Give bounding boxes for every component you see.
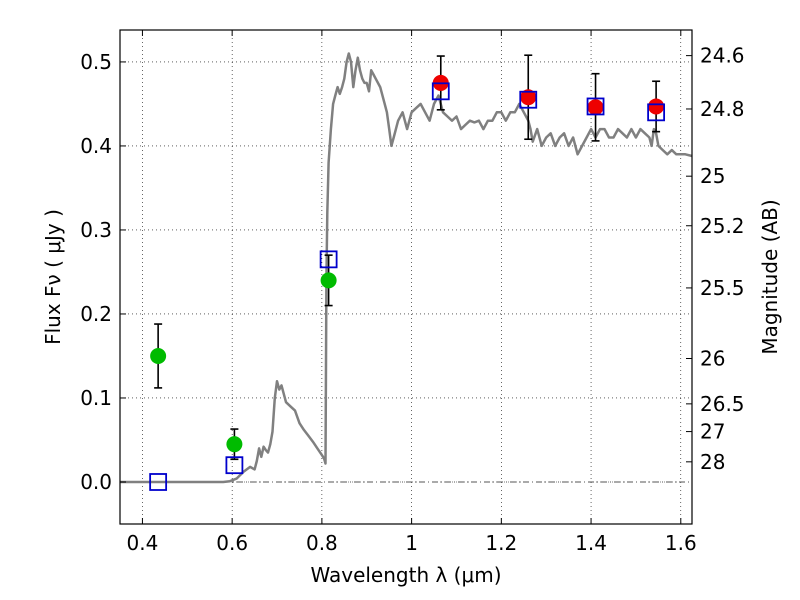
y-tick-label: 0.5 <box>80 50 112 74</box>
model-point <box>319 250 338 269</box>
y-tick-labels: 0.0 0.1 0.2 0.3 0.4 0.5 <box>80 50 112 494</box>
y-tick-label: 0.2 <box>80 302 112 326</box>
x-tick-label: 0.4 <box>127 531 159 555</box>
plot-frame <box>119 29 693 525</box>
model-point <box>149 473 168 491</box>
x-tick-label: 0.8 <box>306 531 338 555</box>
mag-tick-label: 26 <box>700 346 725 370</box>
y-tick-label: 0.1 <box>80 386 112 410</box>
points-layer <box>150 74 665 453</box>
mag-tick-label: 27 <box>700 420 725 444</box>
infrared-point <box>520 89 537 106</box>
mag-tick-label: 28 <box>700 450 725 474</box>
model-point <box>586 97 605 116</box>
optical-point <box>226 436 243 453</box>
model-point <box>519 90 538 109</box>
tick-marks <box>120 30 692 524</box>
mag-tick-label: 25.2 <box>700 214 745 238</box>
model-point <box>647 103 666 122</box>
mag-tick-label: 24.8 <box>700 97 745 121</box>
grid-lines <box>120 30 692 524</box>
model-point <box>225 456 244 475</box>
spectrum-layer <box>120 52 693 484</box>
x-tick-label: 1.4 <box>575 531 607 555</box>
x-tick-label: 1.6 <box>665 531 697 555</box>
mag-tick-label: 24.6 <box>700 44 745 68</box>
optical-point <box>320 272 337 289</box>
x-tick-label: 1.2 <box>485 531 517 555</box>
y-axis-right-label: Magnitude (AB) <box>758 199 782 354</box>
model-point <box>431 82 450 101</box>
spectrum-line <box>120 52 693 484</box>
y-tick-label: 0.3 <box>80 218 112 242</box>
magnitude-tick-labels: 24.6 24.8 25 25.2 25.5 26 26.5 27 28 <box>700 44 745 474</box>
model-squares-layer <box>149 82 666 491</box>
y-tick-label: 0.4 <box>80 134 112 158</box>
x-tick-labels: 0.4 0.6 0.8 1 1.2 1.4 1.6 <box>127 531 697 555</box>
mag-tick-label: 25 <box>700 164 725 188</box>
x-tick-label: 1 <box>405 531 418 555</box>
optical-point <box>150 347 167 364</box>
mag-tick-label: 26.5 <box>700 392 745 416</box>
infrared-point <box>587 99 604 116</box>
x-axis-label: Wavelength λ (μm) <box>310 563 501 587</box>
y-axis-label: Flux Fν ( μJy ) <box>41 209 65 345</box>
infrared-point <box>648 98 665 115</box>
mag-tick-label: 25.5 <box>700 276 745 300</box>
y-tick-label: 0.0 <box>80 470 112 494</box>
errorbar-layer <box>154 54 661 461</box>
x-tick-label: 0.6 <box>216 531 248 555</box>
